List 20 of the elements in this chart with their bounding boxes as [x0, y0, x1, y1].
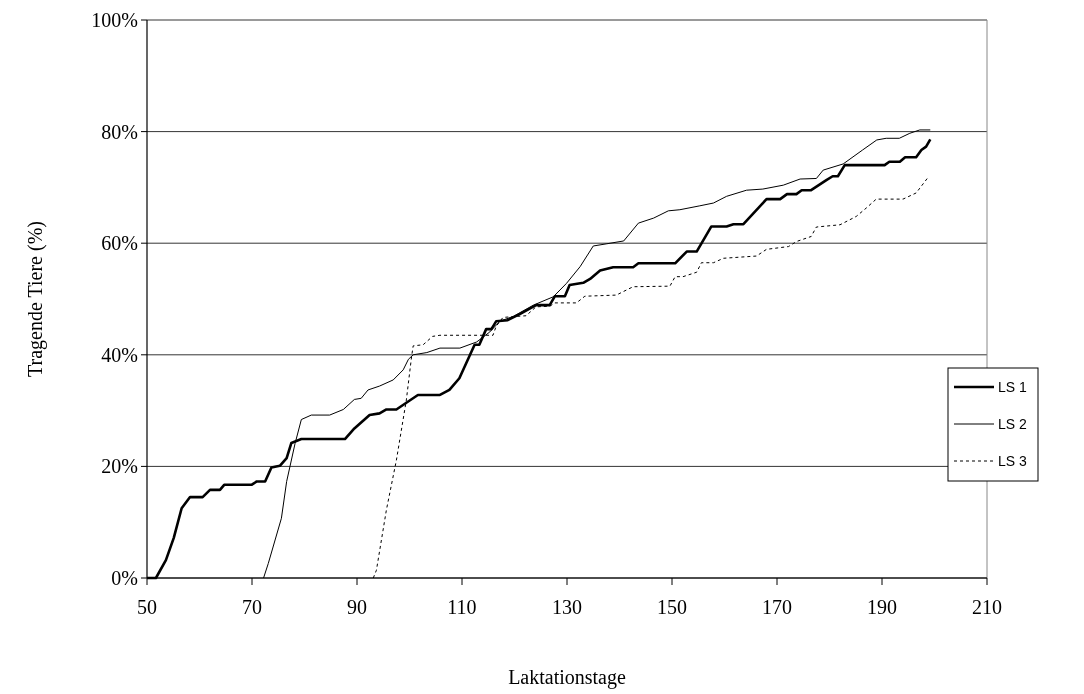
legend-label: LS 2: [998, 416, 1028, 432]
y-tick-label: 60%: [101, 232, 138, 255]
x-tick-label: 70: [242, 596, 262, 618]
x-tick-label: 150: [657, 596, 687, 618]
x-tick-label: 130: [552, 596, 582, 618]
y-tick-label: 100%: [91, 9, 138, 31]
x-tick-label: 110: [447, 596, 477, 618]
x-tick-label: 170: [762, 596, 792, 618]
y-tick-label: 0%: [111, 567, 138, 589]
y-tick-label: 20%: [101, 455, 138, 478]
x-axis-title: Laktationstage: [508, 666, 626, 689]
x-tick-label: 190: [867, 596, 897, 618]
y-tick-label: 40%: [101, 343, 138, 366]
y-axis-title: Tragende Tiere (%): [24, 221, 47, 377]
y-tick-label: 80%: [101, 120, 138, 143]
x-tick-label: 210: [972, 596, 1002, 618]
legend-label: LS 1: [998, 379, 1028, 395]
x-tick-label: 90: [347, 596, 367, 618]
x-tick-label: 50: [137, 596, 157, 618]
legend-label: LS 3: [998, 453, 1028, 469]
